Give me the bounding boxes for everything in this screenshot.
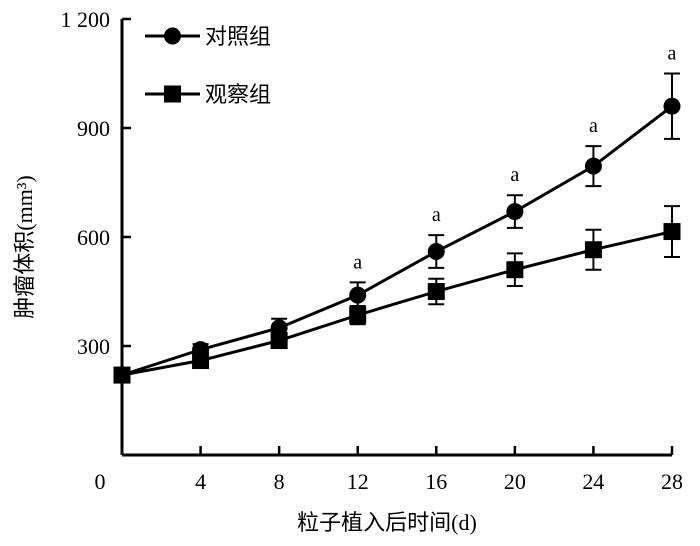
y-tick-label: 1 200 xyxy=(61,7,111,32)
data-point-circle xyxy=(427,243,445,261)
significance-label: a xyxy=(353,251,362,273)
significance-label: a xyxy=(668,43,677,65)
y-tick-label: 900 xyxy=(77,116,110,141)
x-tick-label: 20 xyxy=(504,469,526,494)
data-point-square xyxy=(270,332,288,350)
series-line xyxy=(121,230,673,377)
x-tick-label: 16 xyxy=(425,469,447,494)
legend-label: 观察组 xyxy=(205,82,271,107)
x-axis-title: 粒子植入后时间(d) xyxy=(297,510,477,535)
x-tick-label: 8 xyxy=(274,469,285,494)
series-control xyxy=(113,72,681,384)
significance-label: a xyxy=(589,115,598,137)
legend-marker-circle xyxy=(164,27,181,45)
data-point-circle xyxy=(349,286,367,304)
data-point-square xyxy=(663,223,681,241)
legend-label: 对照组 xyxy=(205,24,271,49)
data-point-circle xyxy=(663,97,681,115)
legend-item-observation: 观察组 xyxy=(145,82,271,107)
data-point-square xyxy=(506,261,524,279)
x-tick-label: 0 xyxy=(95,469,106,494)
data-point-square xyxy=(349,306,367,324)
data-point-square xyxy=(192,352,210,370)
legend-marker-square xyxy=(164,85,181,103)
x-tick-label: 12 xyxy=(347,469,369,494)
significance-label: a xyxy=(510,164,519,186)
legend-item-control: 对照组 xyxy=(145,24,271,49)
data-point-square xyxy=(584,241,602,259)
x-tick-label: 28 xyxy=(661,469,683,494)
data-point-square xyxy=(427,283,445,300)
axes: 300 600 900 1 200 0 4 8 12 16 20 24 28 粒子植入后时间(d) 肿瘤体… xyxy=(12,7,683,535)
significance-label: a xyxy=(432,204,441,226)
series-line xyxy=(121,105,673,377)
y-axis-title: 肿瘤体积(mm³) xyxy=(12,175,37,318)
y-tick-label: 300 xyxy=(77,334,110,359)
series-observation xyxy=(113,205,681,384)
y-tick-label: 600 xyxy=(77,225,110,250)
data-point-circle xyxy=(584,157,602,175)
series-layer: a a a a a xyxy=(113,43,681,384)
data-point-circle xyxy=(506,203,524,221)
x-tick-label: 24 xyxy=(582,469,604,494)
x-tick-label: 4 xyxy=(195,469,206,494)
data-point-square xyxy=(113,366,131,384)
